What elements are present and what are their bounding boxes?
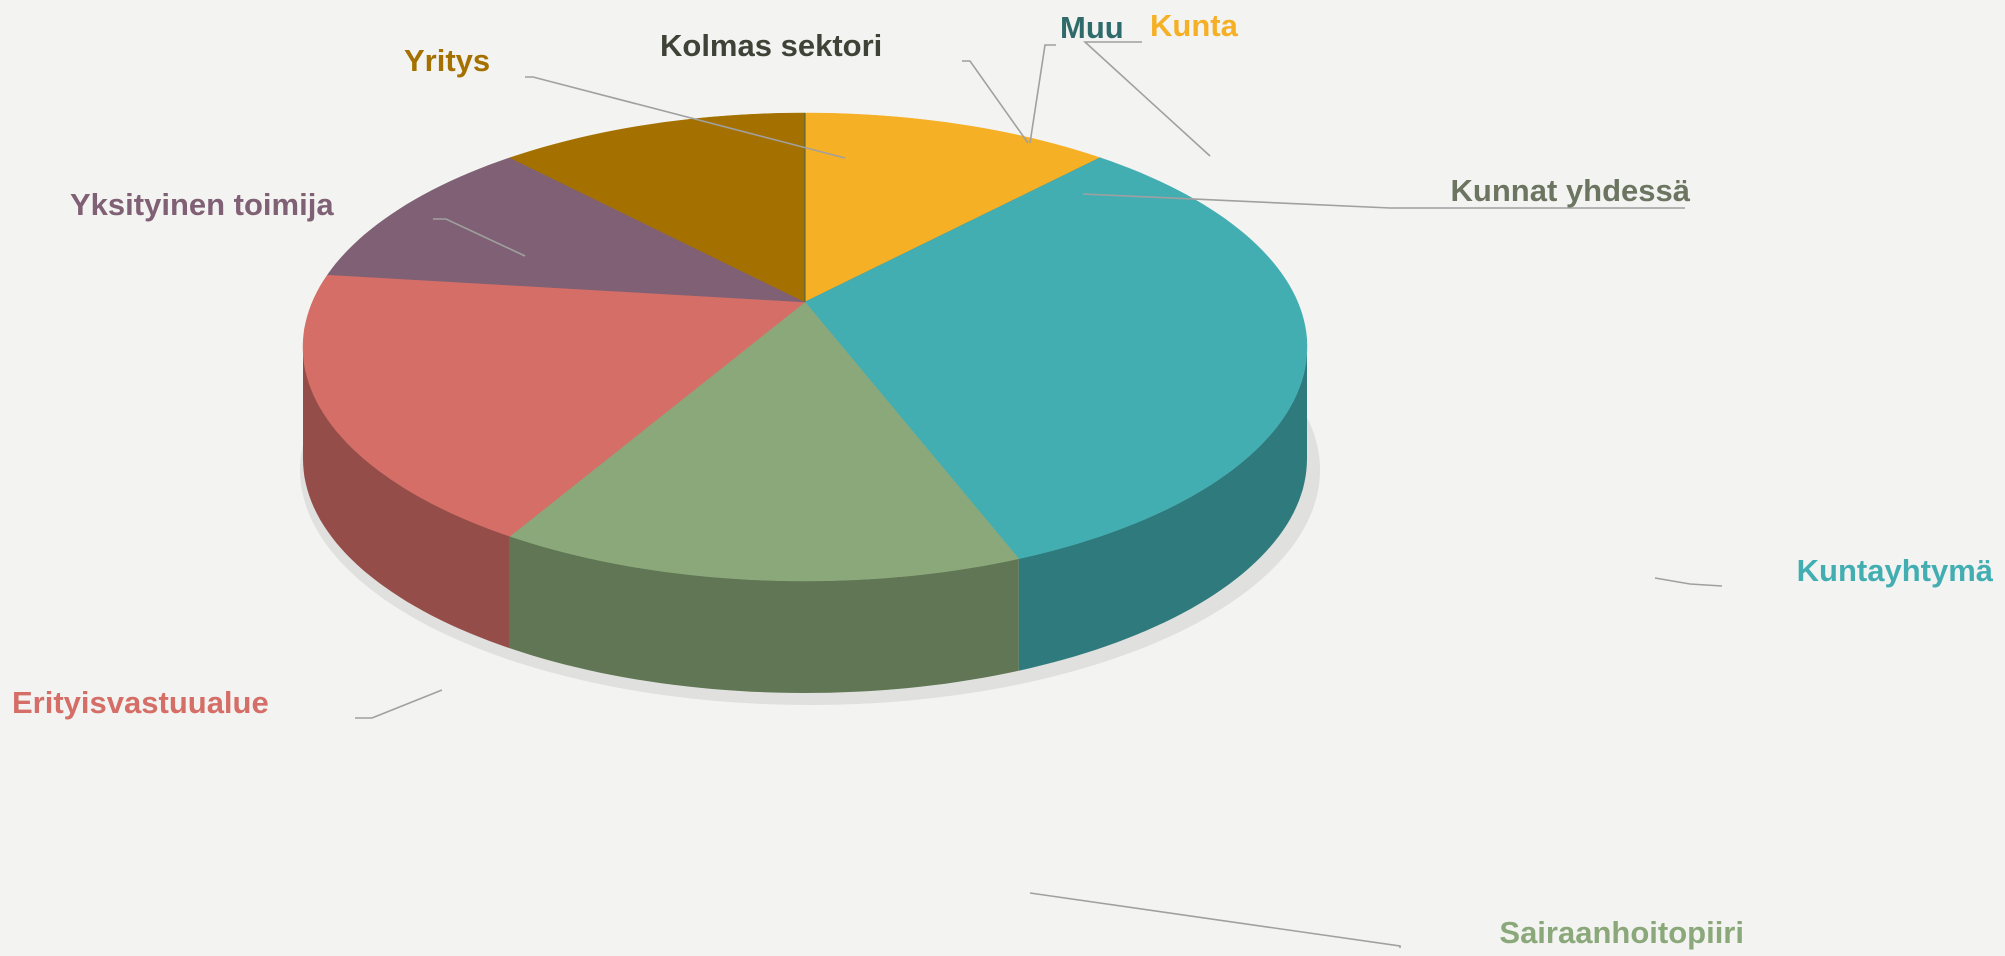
slice-label: Kunnat yhdessä bbox=[1451, 173, 1691, 208]
slice-side bbox=[509, 536, 1019, 693]
slice-label: Sairaanhoitopiiri bbox=[1499, 915, 1744, 950]
slice-label: Erityisvastuualue bbox=[12, 685, 269, 720]
slice-side bbox=[303, 347, 510, 649]
leader-line bbox=[1082, 193, 1685, 209]
slice-label: Kuntayhtymä bbox=[1797, 553, 1994, 588]
slice bbox=[804, 157, 1308, 559]
leader-line bbox=[1082, 41, 1211, 157]
slice-label: Yritys bbox=[404, 43, 490, 78]
slice bbox=[509, 112, 806, 303]
slice-label: Muu bbox=[1060, 10, 1124, 45]
slice-label: Yksityinen toimija bbox=[70, 187, 334, 222]
leader-line bbox=[1029, 44, 1056, 144]
slice-label: Kunta bbox=[1150, 8, 1239, 43]
slice bbox=[327, 157, 806, 303]
slice bbox=[302, 274, 806, 537]
slice-label: Kolmas sektori bbox=[660, 28, 882, 63]
leader-line bbox=[962, 60, 1029, 144]
slice-side bbox=[1018, 347, 1307, 671]
slice bbox=[509, 301, 1020, 582]
leader-line bbox=[355, 689, 443, 719]
leader-line bbox=[525, 76, 846, 159]
leader-line bbox=[433, 218, 526, 257]
leader-line bbox=[1654, 577, 1723, 587]
leader-line bbox=[1029, 892, 1401, 948]
slice bbox=[804, 112, 1101, 303]
